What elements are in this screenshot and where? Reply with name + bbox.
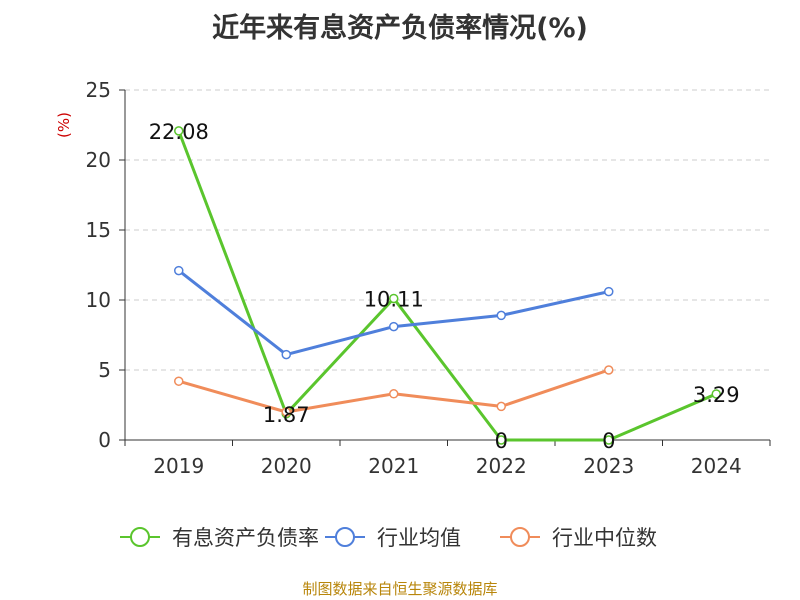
series-line — [177, 269, 610, 357]
legend-swatch-marker — [335, 527, 355, 547]
y-tick-label: 15 — [86, 218, 111, 242]
axes: 0 5 10 15 20 25 2019 2020 2021 2022 2023 2024 (%) — [55, 78, 771, 478]
data-label: 22.08 — [149, 120, 209, 144]
data-point — [281, 349, 291, 360]
legend-item: 行业中位数 — [500, 526, 657, 550]
data-label: 0 — [602, 429, 615, 453]
data-point — [174, 126, 184, 136]
x-tick-label: 2023 — [583, 454, 634, 478]
data-point — [174, 376, 184, 386]
y-tick-label: 25 — [86, 78, 111, 102]
chart-title: 近年来有息资产负债率情况(%) — [212, 13, 588, 44]
y-tick-label: 0 — [98, 428, 111, 452]
x-tick-label: 2022 — [476, 454, 527, 478]
x-tick-label: 2021 — [368, 454, 419, 478]
data-point — [389, 321, 399, 332]
data-label: 1.87 — [263, 403, 310, 427]
data-point — [496, 401, 506, 412]
x-tick-label: 2019 — [153, 454, 204, 478]
data-point — [389, 389, 399, 399]
y-axis-label: (%) — [55, 112, 73, 138]
x-tick-label: 2020 — [261, 454, 312, 478]
data-point — [604, 365, 614, 375]
data-point — [389, 293, 399, 304]
data-label: 3.29 — [693, 383, 740, 407]
legend-label: 行业中位数 — [552, 526, 657, 550]
data-point — [281, 407, 291, 417]
data-point — [604, 286, 614, 297]
data-label: 10.11 — [364, 287, 424, 311]
legend-swatch-marker — [130, 527, 150, 547]
data-label: 0 — [495, 429, 508, 453]
legend-item: 行业均值 — [325, 526, 461, 550]
legend: 有息资产负债率 行业均值 行业中位数 — [120, 526, 657, 550]
x-tick-label: 2024 — [691, 454, 742, 478]
data-point — [174, 265, 184, 276]
data-point — [711, 389, 721, 399]
legend-label: 行业均值 — [377, 526, 461, 550]
y-tick-label: 5 — [98, 358, 111, 382]
source-note: 制图数据来自恒生聚源数据库 — [302, 580, 498, 598]
legend-swatch-marker — [510, 527, 530, 547]
data-labels: 22.08 1.87 10.11 0 0 3.29 — [149, 120, 740, 453]
legend-label: 有息资产负债率 — [172, 526, 319, 550]
series-lines — [174, 126, 721, 445]
data-point — [604, 435, 614, 445]
data-point — [496, 435, 506, 445]
y-tick-label: 20 — [86, 148, 111, 172]
data-point — [496, 310, 506, 321]
legend-item: 有息资产负债率 — [120, 526, 319, 550]
y-tick-label: 10 — [86, 288, 111, 312]
gridlines — [125, 89, 770, 371]
series-line — [177, 130, 717, 442]
